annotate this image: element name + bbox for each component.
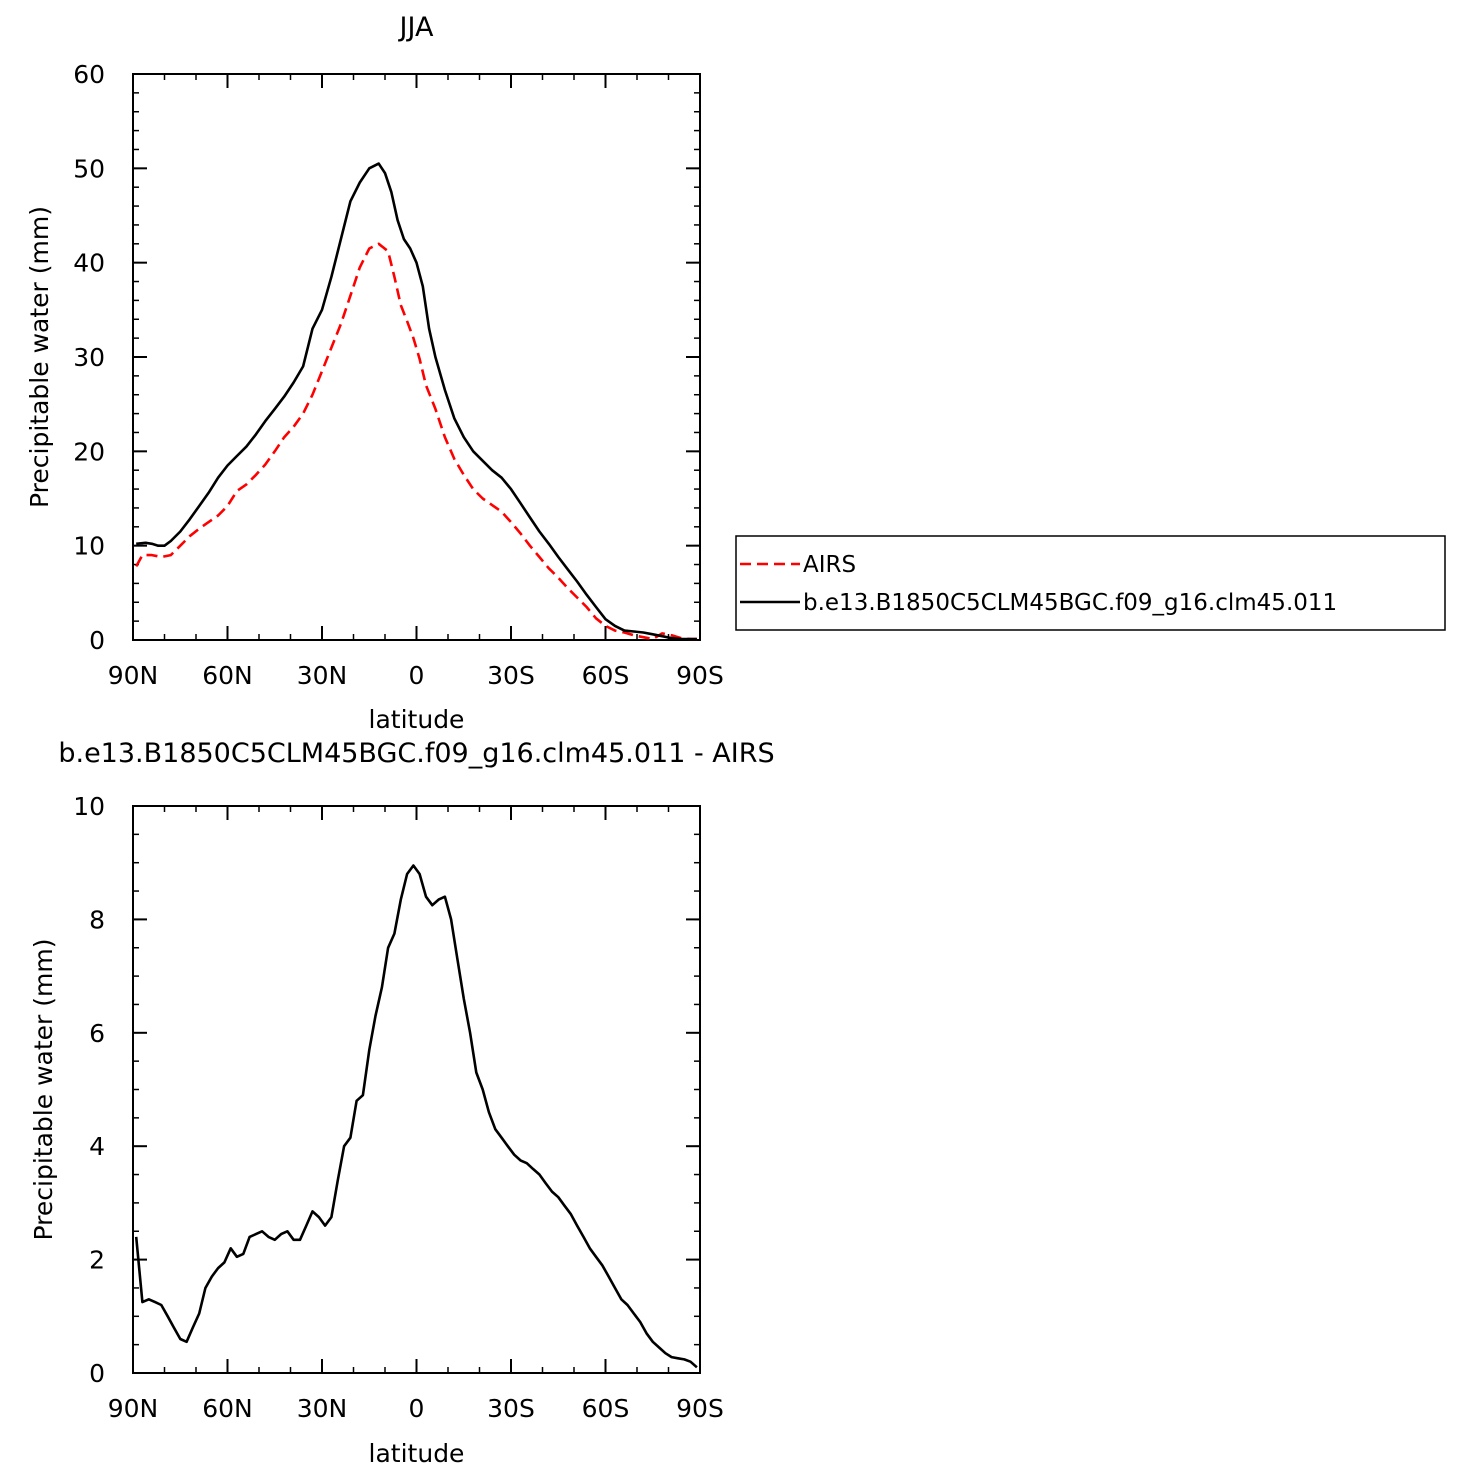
legend-label-model: b.e13.B1850C5CLM45BGC.f09_g16.clm45.011 (803, 590, 1337, 616)
y-axis-label: Precipitable water (mm) (25, 206, 54, 508)
series-line-airs (135, 242, 697, 641)
y-tick-label: 0 (89, 626, 105, 655)
series-line-model (134, 864, 698, 1369)
x-tick-label: 30N (297, 661, 348, 690)
difference-panel: b.e13.B1850C5CLM45BGC.f09_g16.clm45.011 … (29, 738, 775, 1468)
x-axis-label: latitude (369, 1439, 465, 1468)
series-line-model (136, 162, 697, 641)
precipitable-water-jja-panel: JJA 90N 60N 30N 0 30S 60S 90S 0 10 20 30 40 50 60 latit… (25, 12, 724, 734)
x-tick-label: 60N (202, 661, 253, 690)
x-tick-label: 30N (297, 1394, 348, 1423)
y-tick-label: 0 (89, 1359, 105, 1388)
y-tick-label: 4 (89, 1132, 105, 1161)
x-tick-label: 90S (676, 1394, 724, 1423)
x-tick-label: 60N (202, 1394, 253, 1423)
chart-title: JJA (398, 12, 434, 43)
chart-title: b.e13.B1850C5CLM45BGC.f09_g16.clm45.011 … (58, 738, 774, 769)
x-tick-label: 60S (582, 1394, 630, 1423)
y-tick-label: 20 (73, 437, 105, 466)
x-tick-label: 90N (108, 1394, 159, 1423)
y-tick-label: 6 (89, 1019, 105, 1048)
x-tick-label: 90N (108, 661, 159, 690)
y-tick-label: 2 (89, 1246, 105, 1275)
plot-frame (132, 73, 701, 641)
x-tick-label: 30S (487, 661, 535, 690)
x-tick-label: 30S (487, 1394, 535, 1423)
legend-box (735, 535, 1446, 631)
y-tick-label: 30 (73, 343, 105, 372)
x-axis-label: latitude (369, 705, 465, 734)
x-tick-label: 0 (409, 661, 425, 690)
legend: AIRS b.e13.B1850C5CLM45BGC.f09_g16.clm45.… (735, 535, 1446, 631)
legend-label-airs: AIRS (803, 552, 856, 578)
y-axis-label: Precipitable water (mm) (29, 939, 58, 1241)
x-tick-label: 60S (582, 661, 630, 690)
y-tick-label: 40 (73, 249, 105, 278)
y-tick-label: 10 (73, 792, 105, 821)
y-tick-label: 8 (89, 905, 105, 934)
x-tick-label: 90S (676, 661, 724, 690)
x-tick-label: 0 (409, 1394, 425, 1423)
y-tick-label: 10 (73, 532, 105, 561)
y-tick-label: 50 (73, 154, 105, 183)
y-tick-label: 60 (73, 60, 105, 89)
